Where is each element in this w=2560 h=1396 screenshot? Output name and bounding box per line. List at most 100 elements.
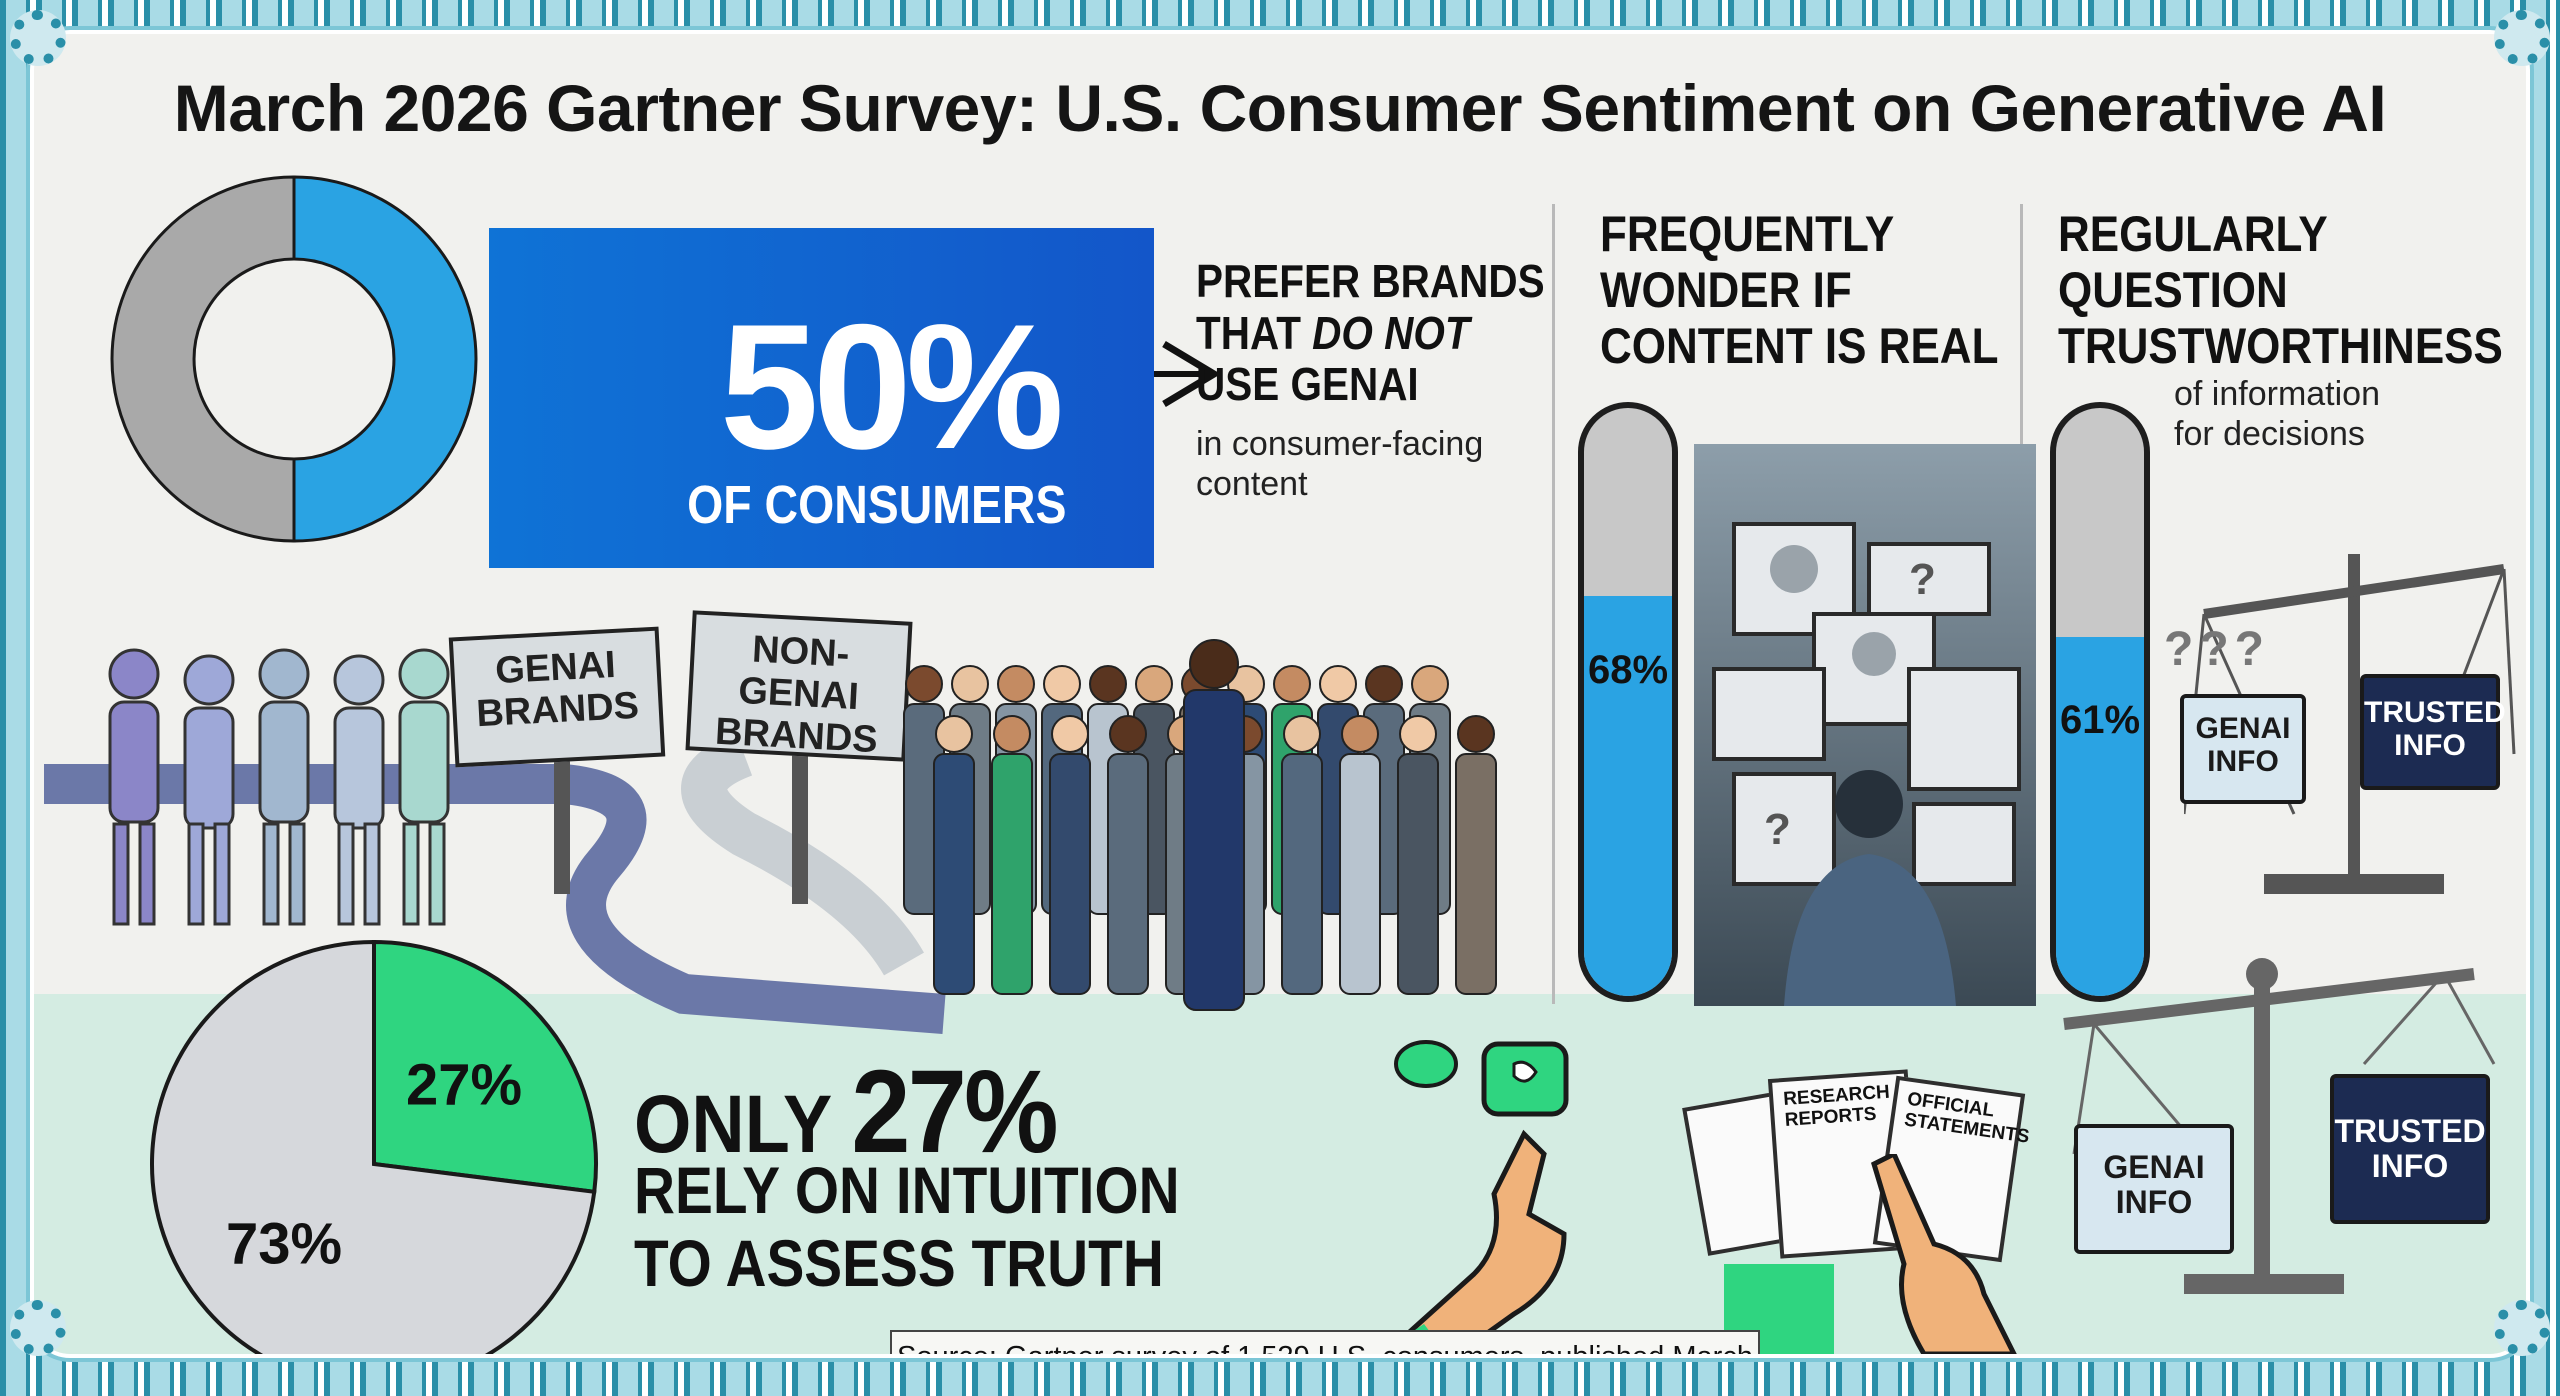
source-citation: Source: Gartner survey of 1,539 U.S. con… — [890, 1330, 1760, 1354]
heading-line: CONTENT IS REAL — [1600, 318, 1999, 374]
robot-body — [108, 700, 160, 824]
pie-slice-label: 27% — [406, 1053, 522, 1118]
person-head — [1189, 639, 1239, 689]
robot-head — [398, 648, 450, 700]
donut-slice — [292, 175, 478, 543]
person-head — [1043, 665, 1081, 703]
robot-leg — [112, 822, 130, 926]
balance-scale-icon — [2063, 958, 2496, 1294]
heading-line: FREQUENTLY — [1600, 206, 1895, 262]
question-marks: ??? — [2164, 623, 2270, 676]
stat-61-heading: REGULARLY QUESTION TRUSTWORTHINESS — [2058, 206, 2503, 374]
person-head — [905, 665, 943, 703]
person-head — [1341, 715, 1379, 753]
person-body — [1183, 689, 1245, 1011]
document-label: RESEARCH REPORTS — [1783, 1082, 1892, 1132]
robot-leg — [288, 822, 306, 926]
person-head — [1411, 665, 1449, 703]
tube-value-label: 68% — [1587, 648, 1669, 692]
gear-icon — [2494, 10, 2550, 66]
genai-info-weight: GENAI INFO — [2074, 1124, 2234, 1254]
person-body — [933, 753, 975, 995]
stat-27-caption: RELY ON INTUITION TO ASSESS TRUTH — [634, 1154, 1180, 1299]
subtext-line: in consumer-facing — [1196, 425, 1484, 463]
svg-text:?: ? — [1909, 555, 1936, 604]
robot-head — [258, 648, 310, 700]
hands-documents-illustration — [1379, 1040, 1834, 1354]
stat-50-value: 50% — [719, 287, 1064, 486]
person-body — [1339, 753, 1381, 995]
progress-tube-68: 68% — [1578, 402, 1678, 1002]
robot-body — [398, 700, 450, 824]
stat-50-box — [489, 228, 1154, 568]
robot-leg — [138, 822, 156, 926]
robot-body — [183, 706, 235, 830]
content-screens-illustration: ? ? — [1694, 444, 2036, 1006]
donut-slice — [110, 175, 296, 543]
person-head — [1051, 715, 1089, 753]
column-divider — [1552, 204, 1555, 1004]
trusted-info-weight: TRUSTED INFO — [2330, 1074, 2490, 1224]
robot-leg — [337, 822, 355, 926]
heading-line: WONDER IF — [1600, 262, 1852, 318]
screens-icon: ? ? — [1712, 522, 2021, 1006]
caption-line: RELY ON INTUITION — [634, 1153, 1180, 1227]
robot-body — [333, 706, 385, 830]
heading-line: PREFER BRANDS — [1196, 255, 1545, 307]
robots-illustration — [108, 648, 450, 926]
sign-post — [792, 714, 808, 904]
heading-line: TRUSTWORTHINESS — [2058, 318, 2503, 374]
infographic-panel: March 2026 Gartner Survey: U.S. Consumer… — [34, 34, 2526, 1354]
weight-label-line: GENAI — [2195, 712, 2291, 745]
heading-line: REGULARLY — [2058, 206, 2328, 262]
person-body — [1397, 753, 1439, 995]
pie-chart: 27% 73% — [150, 939, 598, 1354]
stat-50-heading: PREFER BRANDS THAT DO NOT USE GENAI — [1196, 255, 1545, 411]
pointing-hand-icon — [1871, 1154, 2017, 1354]
caption-line: TO ASSESS TRUTH — [634, 1225, 1164, 1300]
right-arrow-icon — [1154, 340, 1221, 408]
svg-text:?: ? — [1764, 805, 1791, 854]
weight-label-line: INFO — [2371, 1148, 2449, 1185]
stat-61-subtext: of information for decisions — [2174, 374, 2380, 454]
road-illustration — [44, 732, 946, 1034]
heading-part: THAT — [1196, 306, 1313, 359]
person-body — [1281, 753, 1323, 995]
weight-label-line: GENAI — [2103, 1149, 2205, 1185]
weight-label-line: TRUSTED — [2334, 1113, 2486, 1149]
weight-label-line: INFO — [2207, 745, 2279, 778]
document-label: OFFICIAL STATEMENTS — [1903, 1089, 2034, 1149]
person-body — [991, 753, 1033, 995]
heading-emphasis: DO NOT — [1312, 306, 1470, 359]
trusted-info-weight: TRUSTED INFO — [2360, 674, 2506, 790]
stat-50-label: OF CONSUMERS — [687, 475, 1067, 535]
robot-head — [108, 648, 160, 700]
robot-head — [183, 654, 235, 706]
person-head — [997, 665, 1035, 703]
robot-leg — [213, 822, 231, 926]
person-head — [935, 715, 973, 753]
robot-body — [258, 700, 310, 824]
weight-label-line: INFO — [2115, 1184, 2193, 1221]
consumer-crowd-illustration — [903, 639, 1497, 1011]
stat-27-value: 27% — [851, 1046, 1058, 1178]
progress-tube-fill — [2056, 637, 2144, 996]
pie-slice-label: 73% — [226, 1211, 342, 1276]
pie-slice — [150, 939, 597, 1354]
robot-leg — [363, 822, 381, 926]
pie-slice — [372, 939, 598, 1195]
person-body — [1107, 753, 1149, 995]
robot-head — [333, 654, 385, 706]
person-head — [993, 715, 1031, 753]
genai-info-weight: GENAI INFO — [2180, 694, 2306, 804]
progress-tube-fill — [1584, 596, 1672, 996]
gear-icon — [2494, 1300, 2550, 1356]
person-head — [1457, 715, 1495, 753]
heading-line: QUESTION — [2058, 262, 2288, 318]
person-head — [1399, 715, 1437, 753]
subtext-line: of information — [2174, 375, 2380, 413]
weight-label-line: INFO — [2394, 729, 2466, 762]
sign-line: NON-GENAI — [737, 628, 860, 718]
robot-leg — [187, 822, 205, 926]
tube-value-label: 61% — [2059, 698, 2141, 742]
